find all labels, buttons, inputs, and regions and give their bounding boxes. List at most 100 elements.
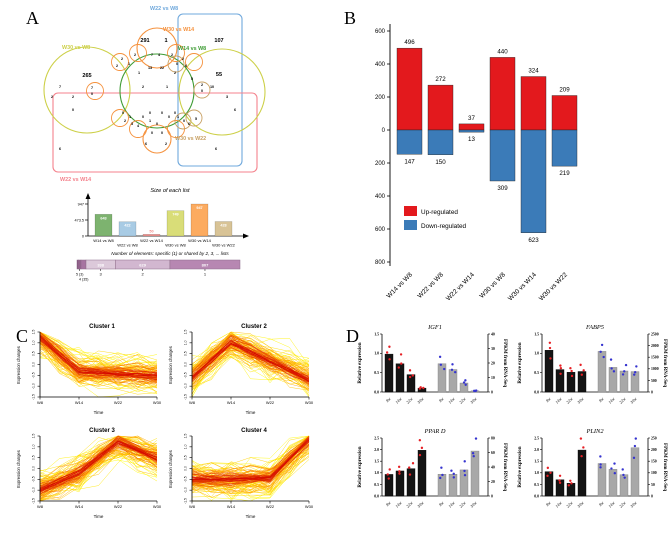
venn-list-label: W14 vs W8 [178, 46, 206, 52]
replicate-dot [385, 351, 389, 354]
replicate-dot [388, 468, 391, 471]
venn-diagram: W22 vs W8 W30 vs W14 W14 vs W8 W30 vs W8 W30… [43, 6, 266, 183]
venn-set-w22w14 [52, 92, 258, 173]
cluster-ytick: 0.5 [32, 351, 36, 356]
cluster-xtick: W14 [227, 400, 236, 405]
venn-count: 0 [142, 115, 144, 119]
gene-left-tick: 1.0 [534, 471, 539, 475]
cluster-3-plot: -1.5 -1.0 -0.5 0.0 0.5 1.0 1.5 W8 W14 W22 W30 Clust… [16, 428, 162, 519]
gene-left-tick: 1.5 [374, 332, 379, 336]
gene-xtick: 30w [416, 396, 425, 405]
cluster-xtick: W14 [227, 504, 236, 509]
gene-right-tick: 40 [491, 332, 495, 336]
down-bar [551, 129, 578, 167]
size-bar-category: W22 vs W8 [117, 243, 138, 248]
gene-xtick: 8w [438, 500, 445, 507]
down-bar [427, 129, 454, 155]
elements-segment [80, 259, 87, 270]
replicate-dot [621, 373, 625, 376]
cluster-xtick: W8 [37, 504, 44, 509]
gene-bar [597, 351, 607, 393]
size-bar-value: 428 [220, 224, 226, 228]
venn-count: 6 [188, 122, 190, 126]
replicate-dot [419, 386, 422, 389]
replicate-dot [450, 469, 453, 472]
gene-bar [577, 449, 587, 497]
up-bar [551, 95, 578, 131]
updown-ytick: 0 [382, 128, 386, 134]
replicate-dot [633, 373, 636, 376]
cluster-line [39, 334, 158, 374]
venn-ring-circle [167, 44, 185, 62]
replicate-dot [474, 437, 478, 440]
cluster-xtick: W22 [114, 400, 123, 405]
gene-xtick: 8w [545, 396, 552, 403]
venn-count: 2 [121, 57, 123, 61]
replicate-dot [397, 366, 400, 369]
gene-xtick: 22w [565, 396, 574, 405]
gene-bar [395, 363, 405, 393]
venn-count: 0 [156, 122, 158, 126]
size-chart-title: Size of each list [150, 188, 190, 194]
cluster-ylabel: Expression changes [168, 450, 173, 488]
size-chart-ytick: 473.5 [74, 218, 84, 222]
up-bar-value: 496 [404, 39, 415, 46]
gene-bar [384, 353, 394, 393]
replicate-dot [418, 453, 422, 457]
venn-ring-circle [111, 53, 129, 71]
cluster-ytick: 0.0 [32, 362, 36, 367]
venn-count: 1 [164, 38, 167, 44]
venn-count: 4 [137, 124, 140, 128]
gene-xtick: 8w [598, 500, 605, 507]
replicate-dot [582, 369, 585, 372]
elements-callout: 4 (35) [79, 278, 88, 282]
replicate-dot [559, 372, 562, 376]
replicate-dot [422, 386, 425, 390]
cluster-ytick: -0.5 [32, 476, 36, 482]
replicate-dot [621, 468, 624, 471]
replicate-dot [388, 358, 391, 361]
gene-right-axis-label: FPKM from RNA-Seq [502, 443, 507, 491]
cluster-4-plot: -1.5 -1.0 -0.5 0.0 0.5 1.0 1.5 W8 W14 W22 W30 Clust… [168, 428, 314, 519]
replicate-dot [549, 471, 552, 474]
up-bar [427, 84, 454, 131]
size-bar [166, 210, 185, 237]
size-bar [118, 221, 137, 237]
venn-count: 2 [142, 85, 144, 89]
cluster-line [191, 435, 310, 482]
cluster-title: Cluster 1 [89, 324, 115, 330]
gene-right-tick: 50 [651, 483, 655, 487]
cluster-line [191, 435, 310, 477]
cluster-ylabel: Expression changes [16, 346, 21, 384]
venn-set-w30w8-right [178, 48, 266, 136]
replicate-dot [452, 476, 456, 479]
gene-bar [437, 363, 447, 393]
replicate-dot [559, 367, 563, 370]
cluster-line [39, 343, 158, 388]
size-bar-category: W14 vs W8 [93, 238, 114, 243]
venn-count: 1 [166, 85, 168, 89]
cluster-ytick: -1.5 [184, 498, 188, 504]
panel-b-label: B [344, 8, 357, 28]
cluster-ytick: 0.5 [184, 351, 188, 356]
replicate-dot [463, 469, 466, 473]
cluster-xtick: W30 [305, 400, 314, 405]
elements-title: Number of elements: specific (1) or shar… [111, 251, 229, 256]
cluster-1-plot: -1.5 -1.0 -0.5 0.0 0.5 1.0 1.5 W8 W14 W22 W30 Clust… [16, 324, 162, 415]
replicate-dot [464, 379, 467, 382]
cluster-ytick: -0.5 [184, 476, 188, 482]
cluster-line [191, 439, 310, 480]
gene-xtick: 30w [629, 500, 638, 509]
cluster-xtick: W14 [75, 400, 84, 405]
replicate-dot [579, 363, 582, 367]
updown-category: W22 vs W8 [416, 271, 445, 300]
size-bar-category: W30 vs W22 [212, 243, 235, 248]
gene-xtick: 22w [458, 396, 467, 405]
gene-right-tick: 0 [491, 390, 493, 394]
gene-title: IGF1 [427, 324, 442, 331]
replicate-dot [609, 358, 613, 361]
cluster-line [191, 440, 310, 481]
cluster-ytick: -1.5 [184, 394, 188, 400]
gene-left-axis-label: Relative expression [358, 342, 363, 383]
